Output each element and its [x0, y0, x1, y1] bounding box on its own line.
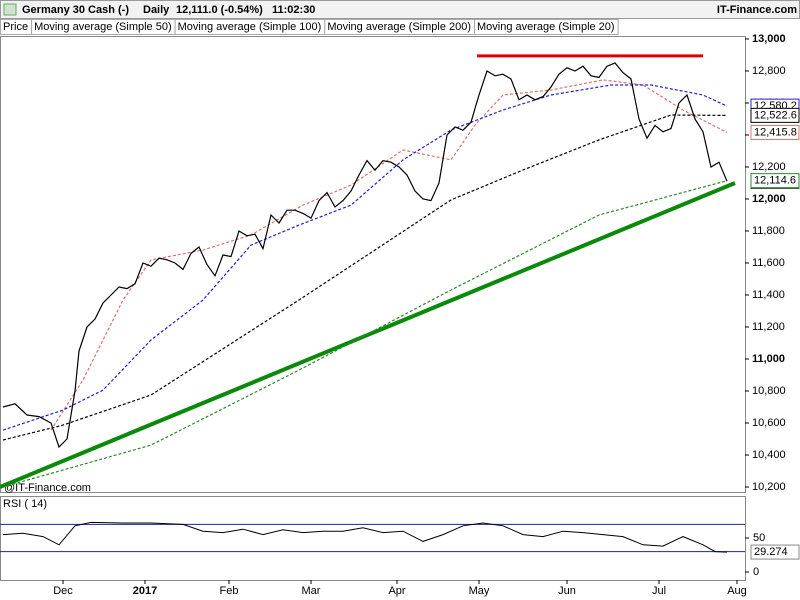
plot-frame: [0, 36, 746, 493]
title: Germany 30 Cash (-): [22, 4, 129, 16]
x-tick-label: Dec: [53, 585, 73, 597]
last-value-label: 12,114.6: [754, 175, 796, 187]
x-tick-label: Mar: [302, 585, 321, 597]
y-tick-label: 10,600: [752, 417, 786, 429]
y-tick-label: 12,000: [752, 193, 786, 205]
rsi-label: RSI ( 14): [3, 498, 47, 510]
period: Daily: [143, 4, 170, 16]
y-tick-label: 10,200: [752, 481, 786, 493]
icon: [3, 3, 17, 16]
legend-label: Price: [3, 21, 28, 33]
y-tick-label: 11,400: [752, 289, 785, 301]
x-tick-label: Jul: [652, 585, 666, 597]
legend-label: Moving average (Simple 200): [327, 21, 471, 33]
price-line: [2, 62, 728, 449]
x-tick-label: Jun: [558, 585, 576, 597]
x-tick-label: Apr: [388, 585, 405, 597]
last-value-label: 12,522.6: [754, 109, 797, 121]
last-value-box: [750, 107, 800, 123]
x-tick-label: Aug: [727, 585, 747, 597]
rsi-last-label: 29.274: [754, 546, 788, 558]
rsi-last-box: [750, 544, 800, 560]
y-tick-label: 10,800: [752, 385, 786, 397]
rsi-tick-label: 0: [753, 566, 759, 578]
moving-average: [50, 79, 728, 431]
x-tick-label: May: [469, 585, 490, 597]
moving-average: [2, 84, 728, 431]
watermark: @IT-Finance.com: [4, 482, 91, 494]
source: IT-Finance.com: [717, 4, 797, 16]
moving-average: [2, 114, 728, 441]
last-value-label: 12,415.8: [754, 126, 797, 138]
quote: 12,111.0 (-0.54%): [176, 4, 263, 16]
rsi-tick-label: 50: [753, 532, 765, 544]
y-tick-label: 12,800: [752, 65, 786, 77]
last-value-box: [750, 124, 800, 140]
y-tick-label: 13,000: [752, 33, 786, 45]
legend-label: Moving average (Simple 50): [34, 21, 172, 33]
y-tick-label: 11,800: [752, 225, 785, 237]
legend-box: [474, 19, 619, 35]
y-tick-label: 11,200: [752, 321, 785, 333]
y-tick-label: 10,400: [752, 449, 786, 461]
legend-label: Moving average (Simple 100): [178, 21, 322, 33]
last-value-box: [750, 173, 800, 189]
x-tick-label: Feb: [220, 585, 239, 597]
time: 11:02:30: [272, 4, 315, 16]
moving-average: [2, 180, 728, 488]
y-tick-label: 11,600: [752, 257, 785, 269]
rsi-line: [2, 521, 728, 553]
support-line: [0, 181, 736, 489]
legend-label: Moving average (Simple 20): [477, 21, 615, 33]
rsi-frame: [0, 496, 746, 581]
x-tick-label: 2017: [133, 585, 157, 597]
y-tick-label: 12,200: [752, 161, 786, 173]
y-tick-label: 11,000: [752, 353, 785, 365]
